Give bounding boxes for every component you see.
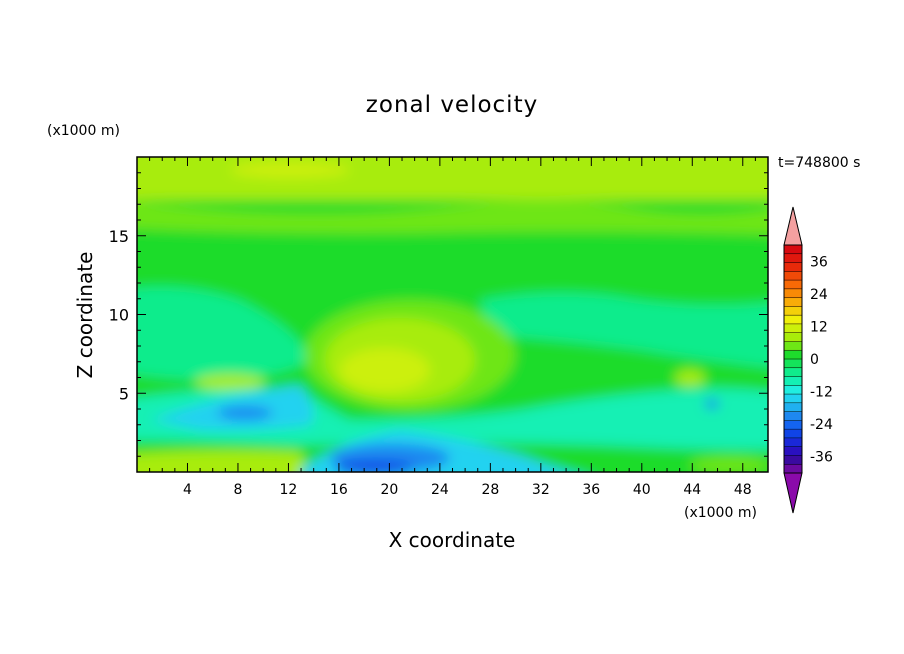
- colorbar-swatch: [784, 271, 802, 281]
- colorbar-swatch: [784, 437, 802, 448]
- x-tick-label: 40: [633, 482, 651, 498]
- colorbar-tick-label: -12: [810, 385, 833, 401]
- colorbar-tick-label: -36: [810, 450, 833, 466]
- colorbar-swatch: [784, 297, 802, 307]
- colorbar-tick-label: 0: [810, 352, 819, 368]
- mid-left-teal: [137, 286, 310, 380]
- y-tick-labels: 5 10 15: [109, 227, 129, 404]
- surface-west-warm: [137, 450, 308, 472]
- colorbar-swatch: [784, 245, 802, 255]
- colorbar-swatch: [784, 367, 802, 378]
- colorbar-tick-label: 36: [810, 254, 828, 270]
- chart-title: zonal velocity: [366, 92, 538, 118]
- colorbar-swatch: [784, 455, 802, 465]
- x-tick-label: 36: [582, 482, 600, 498]
- colorbar-over-arrow: [783, 206, 803, 246]
- colorbar: [783, 206, 803, 514]
- top-band-wave: [137, 201, 768, 235]
- x-tick-labels: 4 8 12 16 20 24 28 32 36 40 44 48: [183, 482, 752, 498]
- colorbar-swatch: [784, 280, 802, 290]
- lower-blue-east: [705, 399, 719, 409]
- mid-right-teal: [480, 292, 768, 368]
- top-band: [137, 157, 768, 200]
- colorbar-swatch: [784, 429, 802, 439]
- x-tick-label: 28: [481, 482, 499, 498]
- warm-patch-left: [195, 374, 265, 390]
- colorbar-swatch: [784, 464, 802, 474]
- colorbar-tick-labels: 36 24 12 0 -12 -24 -36: [810, 254, 833, 465]
- colorbar-swatch: [784, 262, 802, 272]
- colorbar-tick-label: -24: [810, 417, 833, 433]
- x-tick-label: 24: [431, 482, 449, 498]
- top-yellow-patch: [230, 162, 350, 178]
- colorbar-swatch: [784, 350, 802, 360]
- x-tick-label: 8: [233, 482, 242, 498]
- colorbar-swatch: [784, 288, 802, 299]
- surface-east-warm: [690, 457, 768, 472]
- contour-field: [137, 157, 768, 472]
- colorbar-swatch: [784, 359, 802, 369]
- time-label: t=748800 s: [778, 155, 860, 171]
- colorbar-swatch: [784, 394, 802, 404]
- colorbar-swatch: [784, 411, 802, 421]
- y-tick-label: 15: [109, 227, 129, 246]
- x-tick-label: 20: [380, 482, 398, 498]
- colorbar-tick-label: 24: [810, 287, 828, 303]
- y-axis-label: Z coordinate: [73, 252, 97, 379]
- colorbar-under-arrow: [783, 472, 803, 514]
- y-axis-unit: (x1000 m): [47, 123, 120, 139]
- colorbar-swatch: [784, 385, 802, 395]
- x-tick-label: 32: [532, 482, 550, 498]
- x-tick-label: 16: [330, 482, 348, 498]
- x-tick-label: 4: [183, 482, 192, 498]
- colorbar-swatch: [784, 376, 802, 386]
- x-axis-label: X coordinate: [389, 528, 516, 552]
- central-bulge-core: [340, 348, 430, 392]
- y-tick-label: 10: [109, 306, 129, 325]
- colorbar-swatch: [784, 341, 802, 351]
- colorbar-swatch: [784, 323, 802, 334]
- axis-ticks: [137, 157, 768, 472]
- contour-fill: [137, 157, 768, 472]
- lower-blue-west: [217, 406, 273, 420]
- x-axis-unit: (x1000 m): [684, 505, 757, 521]
- y-tick-label: 5: [119, 384, 129, 403]
- colorbar-swatch: [784, 253, 802, 264]
- colorbar-swatch: [784, 446, 802, 456]
- x-tick-label: 48: [734, 482, 752, 498]
- colorbar-tick-label: 12: [810, 319, 828, 335]
- colorbar-swatch: [784, 306, 802, 316]
- colorbar-swatch: [784, 402, 802, 413]
- colorbar-swatch: [784, 420, 802, 430]
- colorbar-swatch: [784, 332, 802, 342]
- colorbar-swatch: [784, 315, 802, 325]
- x-tick-label: 12: [280, 482, 298, 498]
- x-tick-label: 44: [683, 482, 701, 498]
- surface-jet-core: [335, 461, 415, 472]
- warm-patch-right: [675, 370, 705, 386]
